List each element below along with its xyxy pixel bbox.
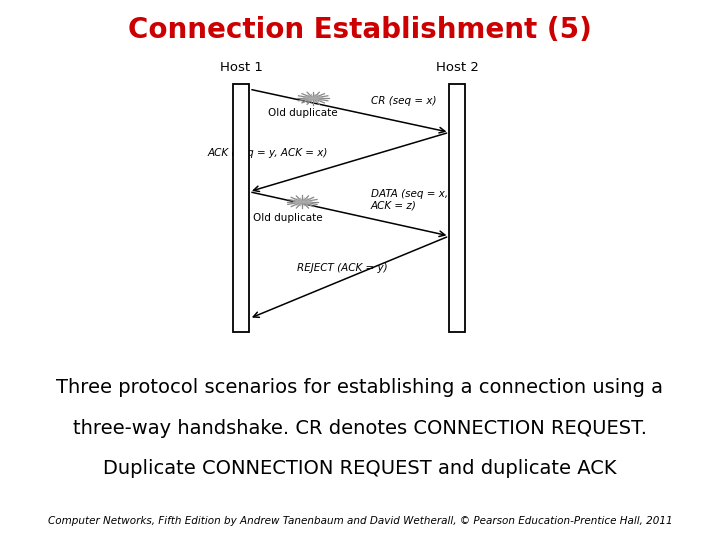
Text: Connection Establishment (5): Connection Establishment (5) [128, 16, 592, 44]
Bar [233, 84, 249, 332]
Text: Three protocol scenarios for establishing a connection using a: Three protocol scenarios for establishin… [56, 378, 664, 397]
Text: DATA (seq = x,
ACK = z): DATA (seq = x, ACK = z) [371, 189, 448, 211]
Text: Computer Networks, Fifth Edition by Andrew Tanenbaum and David Wetherall, © Pear: Computer Networks, Fifth Edition by Andr… [48, 516, 672, 526]
Text: ACK (seq = y, ACK = x): ACK (seq = y, ACK = x) [207, 147, 328, 158]
Text: three-way handshake. CR denotes CONNECTION REQUEST.: three-way handshake. CR denotes CONNECTI… [73, 418, 647, 437]
Text: Host 1: Host 1 [220, 61, 263, 74]
Text: Host 2: Host 2 [436, 61, 479, 74]
Text: CR (seq = x): CR (seq = x) [371, 96, 436, 106]
Text: Old duplicate: Old duplicate [253, 213, 323, 222]
Text: Old duplicate: Old duplicate [268, 109, 337, 118]
Text: Duplicate CONNECTION REQUEST and duplicate ACK: Duplicate CONNECTION REQUEST and duplica… [103, 459, 617, 478]
Text: REJECT (ACK = y): REJECT (ACK = y) [297, 263, 387, 273]
Bar [449, 84, 465, 332]
